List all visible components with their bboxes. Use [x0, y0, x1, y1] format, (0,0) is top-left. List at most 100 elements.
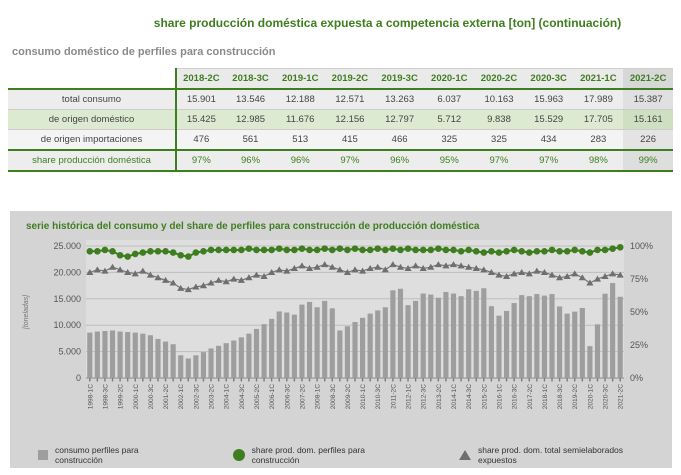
- bar: [94, 331, 100, 378]
- share-perfiles-dot: [109, 247, 116, 255]
- bar: [284, 312, 290, 378]
- share-total-triangle: [374, 263, 382, 270]
- bar: [473, 290, 479, 378]
- bar: [443, 291, 449, 378]
- column-header: 2021-1C: [573, 68, 624, 89]
- x-tick-label: 2014-1C: [451, 384, 458, 410]
- share-total-triangle: [593, 275, 602, 282]
- x-tick-label: 2021-2C: [618, 384, 625, 410]
- share-perfiles-dot: [450, 246, 457, 254]
- share-perfiles-dot: [579, 247, 586, 255]
- table-row: total consumo 15.901 13.546 12.188 12.571 13.…: [8, 89, 673, 110]
- share-perfiles-dot: [480, 249, 488, 256]
- share-perfiles-dot: [162, 247, 169, 255]
- y-tick-label-left: 0: [76, 373, 81, 383]
- share-perfiles-dot: [616, 244, 624, 251]
- bar: [253, 328, 260, 378]
- bar: [602, 293, 608, 378]
- table-cell: 12.797: [374, 109, 425, 130]
- share-total-triangle: [442, 262, 450, 269]
- bar: [314, 307, 320, 378]
- share-perfiles-dot: [359, 246, 366, 254]
- x-tick-label: 2004-1C: [224, 384, 231, 410]
- y-tick-label-left: 20.000: [53, 267, 81, 277]
- bar: [87, 332, 93, 378]
- share-total-triangle: [412, 262, 420, 269]
- y-tick-label-right: 50%: [630, 307, 648, 317]
- column-header: 2021-2C: [623, 68, 673, 89]
- share-total-triangle: [298, 262, 306, 269]
- x-tick-label: 2007-2C: [299, 384, 306, 410]
- column-header: 2019-2C: [325, 68, 375, 89]
- share-total-triangle: [93, 266, 101, 273]
- share-perfiles-dot: [313, 246, 321, 254]
- table-cell: 13.263: [374, 89, 425, 110]
- bar: [269, 318, 275, 378]
- x-tick-label: 2009-2C: [345, 384, 352, 410]
- bar: [193, 355, 199, 378]
- share-total-triangle: [389, 261, 397, 268]
- bar: [549, 294, 555, 378]
- bar: [526, 296, 532, 378]
- x-tick-label: 2010-3C: [375, 384, 382, 410]
- share-total-triangle: [237, 276, 245, 283]
- share-perfiles-dot: [594, 246, 601, 254]
- share-perfiles-dot: [427, 246, 435, 254]
- share-total-triangle: [207, 279, 215, 286]
- x-tick-label: 2015-2C: [481, 384, 488, 410]
- share-perfiles-dot: [472, 247, 480, 255]
- share-total-triangle: [305, 265, 314, 272]
- share-perfiles-dot: [116, 251, 124, 259]
- x-tick-label: 2006-1C: [269, 384, 276, 410]
- legend-marker-square-icon: [38, 450, 48, 460]
- table-cell: 15.161: [623, 109, 673, 130]
- share-perfiles-dot: [94, 247, 101, 255]
- bar: [185, 358, 191, 378]
- share-perfiles-dot: [169, 249, 177, 256]
- share-perfiles-dot: [571, 246, 579, 254]
- x-tick-label: 2008-1C: [315, 384, 322, 410]
- bar: [261, 324, 267, 378]
- share-total-triangle: [609, 270, 617, 277]
- x-tick-label: 2012-1C: [406, 384, 413, 410]
- bar: [534, 294, 540, 378]
- row-label: total consumo: [8, 89, 177, 110]
- share-perfiles-dot: [131, 250, 139, 258]
- table-cell: 5.712: [424, 109, 475, 130]
- bar: [511, 303, 517, 378]
- bar: [420, 293, 426, 378]
- table-cell: 97%: [474, 150, 524, 171]
- share-total-triangle: [245, 274, 253, 281]
- bar: [503, 310, 510, 378]
- table-cell: 325: [424, 129, 475, 150]
- table-cell: 99%: [623, 150, 673, 171]
- share-perfiles-dot: [200, 247, 207, 255]
- share-total-triangle: [381, 266, 389, 273]
- table-cell: 97%: [325, 150, 375, 171]
- share-perfiles-dot: [435, 245, 442, 252]
- legend-label: share prod. dom. perfiles para construcc…: [251, 445, 365, 465]
- table-cell: 15.901: [176, 89, 226, 110]
- share-perfiles-dot: [283, 246, 291, 254]
- share-total-triangle: [449, 261, 458, 268]
- table-cell: 15.425: [176, 109, 226, 130]
- share-total-triangle: [533, 267, 541, 274]
- chart-area: 0 5.000 10.000 15.000 20.000 25.000 0% 25% 50% 75…: [18, 238, 664, 443]
- x-tick-label: 2016-1C: [496, 384, 503, 410]
- bar: [488, 306, 494, 378]
- legend-label: consumo perfiles para construcción: [55, 445, 139, 465]
- x-tick-label: 2006-3C: [284, 384, 291, 410]
- column-header: 2020-1C: [424, 68, 475, 89]
- share-total-triangle: [116, 266, 124, 273]
- share-perfiles-dot: [495, 249, 503, 256]
- chart-legend: consumo perfiles para construcción share …: [18, 445, 664, 465]
- table-cell: 96%: [225, 150, 276, 171]
- share-total-triangle: [404, 265, 412, 272]
- bar: [610, 283, 616, 378]
- share-total-triangle: [131, 270, 139, 277]
- share-total-triangle: [343, 269, 352, 275]
- share-total-triangle: [101, 267, 109, 274]
- share-perfiles-dot: [488, 247, 495, 255]
- share-perfiles-dot: [374, 245, 382, 252]
- bar: [238, 337, 244, 378]
